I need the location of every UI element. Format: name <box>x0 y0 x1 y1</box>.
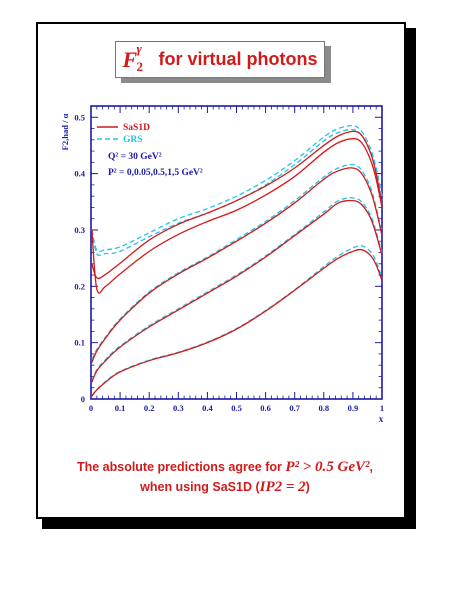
x-tick-label: 0.2 <box>144 403 155 413</box>
grs-curve-p2-0.5 <box>91 163 383 360</box>
sas1d-curve-p2-0.5 <box>91 167 383 363</box>
legend-sas1d-label: SaS1D <box>123 123 150 133</box>
caption-line-1-suffix: , <box>369 460 374 474</box>
x-axis-label: x <box>379 414 384 424</box>
y-tick-label: 0.3 <box>74 225 85 235</box>
x-tick-label: 0.3 <box>173 403 184 413</box>
x-tick-label: 0.5 <box>231 403 242 413</box>
caption-line-1: The absolute predictions agree for P² > … <box>40 459 410 476</box>
caption-line-1-prefix: The absolute predictions agree for <box>76 460 282 474</box>
caption-line-1-math: P² > 0.5 GeV² <box>285 459 370 475</box>
slide-frame <box>36 22 406 519</box>
x-tick-label: 0 <box>89 403 93 413</box>
x-tick-label: 0.8 <box>318 403 329 413</box>
caption-line-2: when using SaS1D (IP2 = 2) <box>40 479 410 496</box>
caption-line-2-math: IP2 = 2 <box>259 479 306 495</box>
sas1d-curve-p2-0.05 <box>91 130 383 280</box>
sas1d-curve-p2-1 <box>91 199 383 383</box>
plot-frame <box>90 105 383 400</box>
title-text: for virtual photons <box>158 49 318 69</box>
y-tick-label: 0.1 <box>74 338 85 348</box>
grs-curve-p2-0.05 <box>91 128 383 257</box>
grs-curve-p2-5 <box>91 244 383 397</box>
y-axis-label: F2,had / α <box>60 113 70 150</box>
x-tick-label: 0.6 <box>260 403 271 413</box>
caption-line-2-prefix: when using SaS1D ( <box>140 480 260 494</box>
x-tick-label: 0.4 <box>202 403 213 413</box>
legend-grs-label: GRS <box>123 135 143 145</box>
y-tick-label: 0.4 <box>74 169 85 179</box>
sas1d-curve-p2-0 <box>91 138 383 294</box>
y-tick-label: 0.2 <box>74 281 85 291</box>
y-tick-label: 0 <box>81 394 85 404</box>
caption-line-2-suffix: ) <box>305 480 310 494</box>
sas1d-curve-p2-5 <box>91 248 383 397</box>
grs-curve-p2-1 <box>91 197 383 382</box>
x-tick-label: 0.1 <box>115 403 126 413</box>
x-tick-label: 0.7 <box>289 403 300 413</box>
annotation-2: P² = 0,0.05,0.5,1,5 GeV² <box>108 168 203 178</box>
x-tick-label: 0.9 <box>348 403 359 413</box>
y-tick-label: 0.5 <box>74 112 85 122</box>
x-tick-label: 1 <box>380 403 384 413</box>
annotation-1: Q² = 30 GeV² <box>108 152 162 162</box>
